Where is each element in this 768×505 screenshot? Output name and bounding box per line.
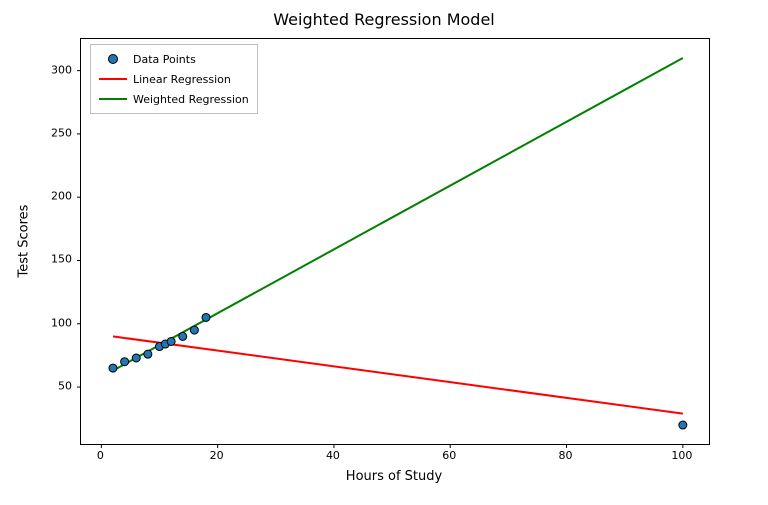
x-tick-label: 100 bbox=[671, 449, 692, 462]
legend-label-weighted-regression: Weighted Regression bbox=[133, 93, 249, 106]
x-axis-label: Hours of Study bbox=[346, 469, 442, 484]
legend-marker-icon bbox=[99, 52, 127, 66]
linear-regression-line bbox=[113, 336, 683, 413]
data-point bbox=[109, 364, 117, 372]
legend-line-icon bbox=[99, 72, 127, 86]
x-tick-label: 0 bbox=[97, 449, 104, 462]
legend: Data Points Linear Regression Weighted R… bbox=[90, 44, 258, 114]
y-tick-label: 300 bbox=[46, 63, 72, 76]
y-tick-label: 250 bbox=[46, 126, 72, 139]
y-tick-label: 150 bbox=[46, 253, 72, 266]
legend-item-linear-regression: Linear Regression bbox=[97, 69, 251, 89]
x-tick-label: 20 bbox=[210, 449, 224, 462]
legend-line-icon bbox=[99, 92, 127, 106]
y-tick-label: 50 bbox=[46, 380, 72, 393]
legend-item-data-points: Data Points bbox=[97, 49, 251, 69]
legend-item-weighted-regression: Weighted Regression bbox=[97, 89, 251, 109]
y-axis-label: Test Scores bbox=[17, 204, 32, 277]
data-point bbox=[190, 326, 198, 334]
data-point bbox=[167, 337, 175, 345]
data-point bbox=[132, 354, 140, 362]
x-tick-label: 40 bbox=[326, 449, 340, 462]
y-tick-label: 200 bbox=[46, 190, 72, 203]
chart-title: Weighted Regression Model bbox=[0, 10, 768, 29]
data-point bbox=[679, 421, 687, 429]
y-tick-label: 100 bbox=[46, 316, 72, 329]
legend-label-data-points: Data Points bbox=[133, 53, 196, 66]
legend-label-linear-regression: Linear Regression bbox=[133, 73, 231, 86]
data-point bbox=[144, 350, 152, 358]
data-point bbox=[179, 332, 187, 340]
data-point bbox=[202, 313, 210, 321]
x-tick-label: 60 bbox=[442, 449, 456, 462]
data-point bbox=[121, 358, 129, 366]
chart-container: Weighted Regression Model Hours of Study… bbox=[0, 0, 768, 505]
x-tick-label: 80 bbox=[559, 449, 573, 462]
